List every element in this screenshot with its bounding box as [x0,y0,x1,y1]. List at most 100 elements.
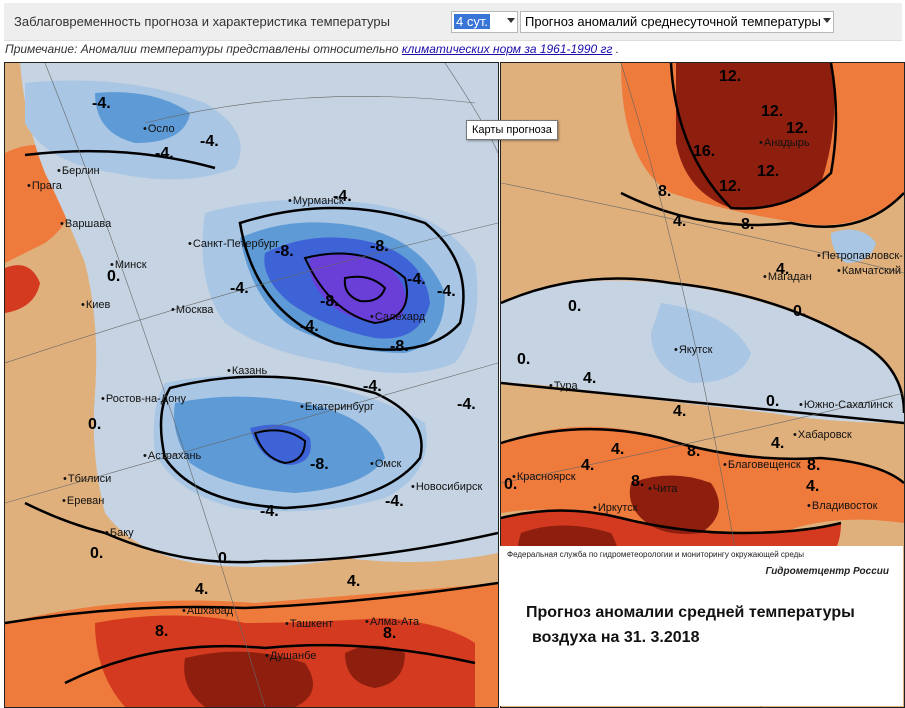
isoline-label: 4. [195,581,209,598]
isoline-label: -4. [155,145,174,162]
city-label: Салехард [370,311,425,323]
isoline-label: 12. [719,68,742,85]
city-label: Якутск [674,344,713,356]
city-label: Москва [171,304,214,316]
note-suffix: . [615,42,620,56]
isoline-label: 0. [88,416,102,433]
center-name: Гидрометцентр России [765,566,889,577]
isoline-label: 0. [218,550,232,567]
city-label: Екатеринбург [300,401,374,413]
city-label: Чита [648,483,678,495]
city-label: Новосибирск [411,481,482,493]
map-west-fields [5,63,498,707]
city-label: Хабаровск [793,429,852,441]
city-label: Омск [370,458,401,470]
note-prefix: Примечание: Аномалии температуры предста… [5,42,399,56]
city-label: Мурманск [288,195,344,207]
city-label: Благовещенск [723,459,801,471]
city-label: Ростов-на-Дону [101,393,186,405]
city-label: Ашхабад [182,605,233,617]
lead-time-value: 4 сут. [454,14,490,29]
city-label: Анадырь [759,137,810,149]
isoline-label: 8. [741,216,755,233]
isoline-label: -4. [230,280,249,297]
isoline-label: 0. [504,476,518,493]
isoline-label: -4. [457,396,476,413]
isoline-label: -4. [200,133,219,150]
isoline-label: 0. [517,351,531,368]
isoline-label: 4. [673,403,687,420]
isoline-label: -8. [320,293,339,310]
isoline-label: 4. [347,573,361,590]
isoline-label: 8. [631,473,645,490]
isoline-label: -4. [407,271,426,288]
city-label: Алма-Ата [365,616,419,628]
chevron-down-icon[interactable] [507,18,515,23]
caption-date: воздуха на 31. 3.2018 [532,629,700,646]
city-label: Петропавловск- [817,250,903,262]
forecast-type-select[interactable]: Прогноз аномалий среднесуточной температ… [520,11,834,33]
isoline-label: 4. [581,457,595,474]
isoline-label: 4. [583,370,597,387]
isoline-label: 16. [693,143,716,160]
map-tooltip: Карты прогноза [466,120,558,140]
isoline-label: 4. [806,478,820,495]
caption-title: Прогноз аномалии средней температуры [526,604,855,621]
lead-time-label: Заблаговременность прогноза и характерис… [14,14,390,29]
forecast-type-value: Прогноз аномалий среднесуточной температ… [525,14,821,29]
isoline-label: 4. [673,213,687,230]
isoline-label: -4. [333,188,352,205]
isoline-label: -8. [390,338,409,355]
city-label: Астрахань [143,450,201,462]
city-label: Санкт-Петербург [188,238,279,250]
isoline-label: 0. [107,268,121,285]
city-label: Душанбе [265,650,317,662]
agency-name: Федеральная служба по гидрометеорологии … [507,550,805,559]
isoline-label: 0. [568,298,582,315]
isoline-label: 12. [757,163,780,180]
city-label: Варшава [60,218,111,230]
isoline-label: 8. [383,625,397,642]
isoline-label: 0. [793,303,807,320]
chevron-down-icon[interactable] [823,18,831,23]
isoline-label: -4. [300,318,319,335]
city-label: Тбилиси [63,473,111,485]
isoline-label: 0. [766,393,780,410]
isoline-label: -4. [363,378,382,395]
isoline-label: 8. [658,183,672,200]
city-label: Казань [227,365,267,377]
city-label: Ереван [62,495,105,507]
city-label: Прага [27,180,62,192]
isoline-label: -4. [437,283,456,300]
isoline-label: 8. [807,457,821,474]
isoline-label: 8. [687,443,701,460]
forecast-caption: Федеральная служба по гидрометеорологии … [500,546,903,706]
isoline-label: 4. [611,441,625,458]
city-label: Киев [81,299,111,311]
isoline-label: 4. [771,435,785,452]
anomaly-map-west[interactable]: Осло Берлин Прага Варшава Минск Киев Мур… [4,62,499,708]
isoline-label: -8. [370,238,389,255]
city-label: Баку [105,527,134,539]
city-label: Владивосток [807,500,878,512]
city-label: Камчатский [837,265,901,277]
lead-time-select[interactable]: 4 сут. [451,11,518,33]
city-label: Минск [110,259,147,271]
city-label: Берлин [57,165,100,177]
city-label: Осло [143,123,175,135]
isoline-label: -4. [260,503,279,520]
isoline-label: 8. [155,623,169,640]
isoline-label: 12. [786,120,809,137]
city-label: Магадан [763,271,812,283]
isoline-label: 4. [776,261,790,278]
isoline-label: -8. [310,456,329,473]
city-label: Иркутск [593,502,638,514]
isoline-label: -4. [92,95,111,112]
climate-norms-link[interactable]: климатических норм за 1961-1990 гг [401,42,613,56]
isoline-label: -8. [275,243,294,260]
note-text: Примечание: Аномалии температуры предста… [5,42,619,56]
isoline-label: 12. [761,103,784,120]
city-label: Красноярск [512,471,576,483]
isoline-label: 0. [90,545,104,562]
city-label: Ташкент [285,618,333,630]
